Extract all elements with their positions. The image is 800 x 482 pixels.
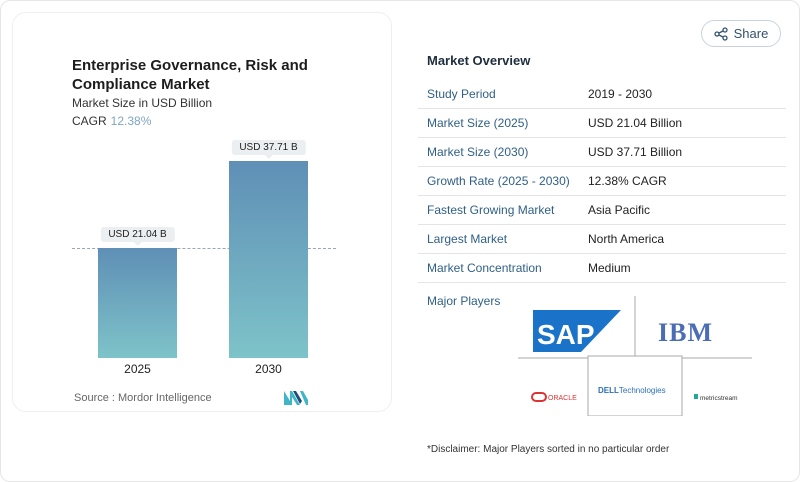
players-grid: SAP IBM ORACLE DELLTechnologies metricst… [518,296,752,416]
share-icon [713,26,728,41]
row-key: Growth Rate (2025 - 2030) [427,174,570,188]
x-tick-label: 2025 [124,362,151,376]
data-label: USD 37.71 B [231,140,306,159]
overview-row: Growth Rate (2025 - 2030) 12.38% CAGR [418,167,786,196]
chart-card [12,12,392,412]
disclaimer: *Disclaimer: Major Players sorted in no … [427,444,670,455]
overview-row: Fastest Growing Market Asia Pacific [418,196,786,225]
row-key: Fastest Growing Market [427,203,555,217]
overview-row: Market Concentration Medium [418,254,786,283]
overview-row: Largest Market North America [418,225,786,254]
row-value: USD 21.04 Billion [588,116,683,130]
row-key: Largest Market [427,232,508,246]
row-key: Market Size (2030) [427,145,529,159]
data-label: USD 21.04 B [100,227,175,247]
row-key: Market Size (2025) [427,116,529,130]
svg-text:DELLTechnologies: DELLTechnologies [598,386,666,395]
svg-text:metricstream: metricstream [700,395,738,402]
source: Source : Mordor Intelligence [74,392,212,404]
overview-row: Study Period 2019 - 2030 [418,80,786,109]
row-value: North America [588,232,665,246]
row-value: 12.38% CAGR [588,174,667,188]
dell-logo: DELLTechnologies [598,386,666,395]
chart-subtitle: Market Size in USD Billion [72,96,213,110]
x-tick-label: 2030 [255,362,282,376]
bar-2025 [98,248,177,358]
cagr: CAGR 12.38% [72,114,151,128]
svg-text:IBM: IBM [658,318,713,347]
row-value: 2019 - 2030 [588,87,653,101]
share-button[interactable]: Share [701,20,781,47]
row-value: USD 37.71 Billion [588,145,683,159]
share-label: Share [733,26,769,41]
mordor-logo [284,391,308,405]
row-key: Study Period [427,87,496,101]
cagr-value: 12.38% [110,114,152,128]
ibm-logo: IBM [658,318,713,347]
chart-title: Enterprise Governance, Risk and Complian… [72,57,308,93]
metricstream-logo: metricstream [694,394,738,402]
sap-logo: SAP [533,310,621,352]
row-value: Medium [588,261,631,275]
overview-title: Market Overview [427,53,531,68]
bar-2030 [229,161,308,358]
oracle-logo: ORACLE [531,392,577,402]
reference-line [72,248,336,250]
major-players-label: Major Players [427,294,501,308]
overview-row: Market Size (2030) USD 37.71 Billion [418,138,786,167]
svg-text:ORACLE: ORACLE [548,395,577,402]
cagr-label: CAGR [72,114,107,128]
svg-text:SAP: SAP [537,319,595,350]
overview-row: Market Size (2025) USD 21.04 Billion [418,109,786,138]
row-value: Asia Pacific [588,203,651,217]
row-key: Market Concentration [427,261,542,275]
